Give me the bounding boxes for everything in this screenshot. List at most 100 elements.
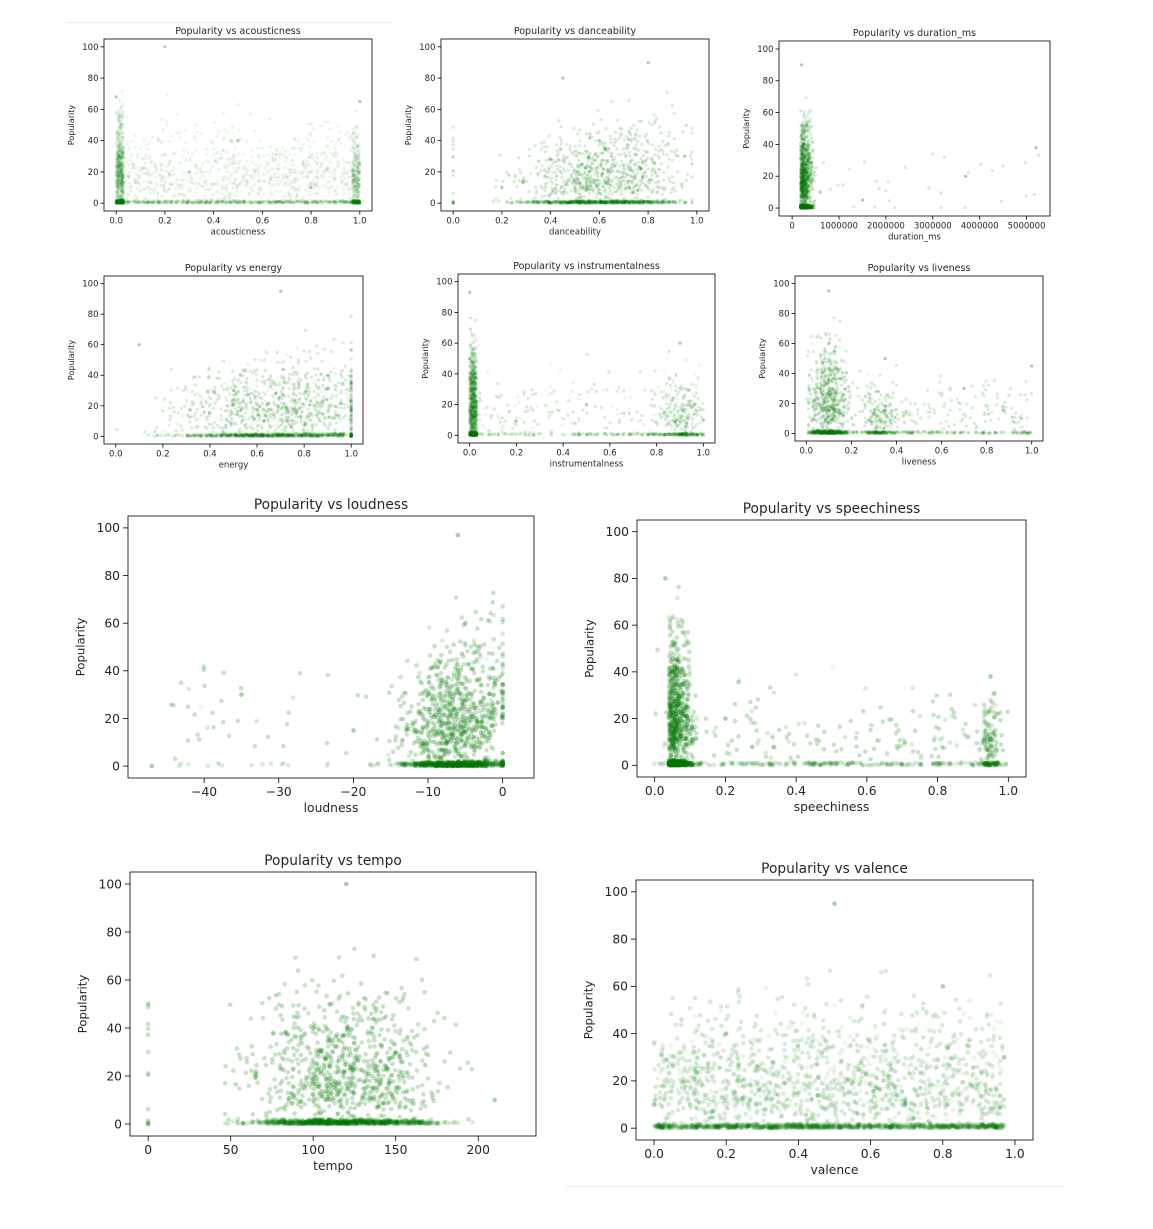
scatter-point <box>646 196 649 199</box>
scatter-point <box>356 180 359 183</box>
scatter-point <box>303 200 306 203</box>
scatter-point <box>358 100 361 103</box>
scatter-point <box>161 195 164 198</box>
scatter-point <box>349 149 352 152</box>
scatter-point <box>195 166 198 169</box>
scatter-point <box>315 151 318 154</box>
scatter-point <box>341 187 344 190</box>
scatter-point <box>184 159 187 162</box>
scatter-point <box>160 141 163 144</box>
scatter-point <box>148 142 151 145</box>
scatter-point <box>628 151 631 154</box>
scatter-point <box>343 168 346 171</box>
scatter-point <box>212 153 215 156</box>
scatter-point <box>130 189 133 192</box>
scatter-point <box>308 139 311 142</box>
scatter-point <box>349 165 352 168</box>
scatter-point <box>569 174 572 177</box>
scatter-point <box>343 177 346 180</box>
scatter-point <box>289 168 292 171</box>
scatter-point <box>164 169 167 172</box>
scatter-point <box>251 161 254 164</box>
scatter-point <box>156 192 159 195</box>
scatter-point <box>263 180 266 183</box>
scatter-point <box>169 182 172 185</box>
scatter-point <box>188 186 191 189</box>
scatter-point <box>198 183 201 186</box>
scatter-point <box>262 173 265 176</box>
scatter-point <box>201 185 204 188</box>
scatter-point <box>236 139 239 142</box>
y-tick-label: 60 <box>88 105 99 115</box>
scatter-point <box>268 117 271 120</box>
scatter-point <box>251 155 254 158</box>
scatter-point <box>130 140 133 143</box>
scatter-point <box>195 172 198 175</box>
scatter-point <box>144 153 147 156</box>
scatter-point <box>329 127 332 130</box>
scatter-point <box>115 112 118 115</box>
scatter-point <box>356 174 359 177</box>
scatter-point <box>342 192 345 195</box>
scatter-point <box>149 180 152 183</box>
scatter-point <box>168 176 171 179</box>
scatter-point <box>319 152 322 155</box>
scatter-point <box>318 166 321 169</box>
scatter-point <box>288 162 291 165</box>
scatter-point <box>176 131 179 134</box>
scatter-point <box>358 183 361 186</box>
scatter-point <box>647 167 650 170</box>
scatter-point <box>671 104 674 107</box>
scatter-point <box>201 171 204 174</box>
scatter-point <box>542 140 545 143</box>
scatter-point <box>243 174 246 177</box>
scatter-point <box>120 200 123 203</box>
scatter-point <box>328 171 331 174</box>
scatter-point <box>126 142 129 145</box>
scatter-point <box>174 187 177 190</box>
scatter-point <box>291 159 294 162</box>
scatter-point <box>300 201 303 204</box>
scatter-point <box>136 187 139 190</box>
scatter-point <box>245 184 248 187</box>
scatter-point <box>115 173 118 176</box>
scatter-point <box>273 201 276 204</box>
scatter-point <box>316 181 319 184</box>
scatter-point <box>268 175 271 178</box>
scatter-point <box>232 182 235 185</box>
scatter-point <box>574 149 577 152</box>
scatter-point <box>604 127 607 130</box>
x-tick-label: 0.6 <box>256 217 270 227</box>
scatter-point <box>314 184 317 187</box>
scatter-point <box>345 200 348 203</box>
scatter-point <box>325 185 328 188</box>
scatter-point <box>295 177 298 180</box>
scatter-point <box>588 192 591 195</box>
scatter-point <box>253 163 256 166</box>
scatter-point <box>194 191 197 194</box>
scatter-point <box>302 160 305 163</box>
scatter-point <box>357 133 360 136</box>
scatter-point <box>257 174 260 177</box>
scatter-point <box>340 182 343 185</box>
scatter-point <box>626 147 629 150</box>
scatter-point <box>578 128 581 131</box>
scatter-point <box>148 155 151 158</box>
scatter-point <box>277 163 280 166</box>
scatter-point <box>121 110 124 113</box>
scatter-point <box>127 171 130 174</box>
y-tick-label: 40 <box>88 137 99 147</box>
scatter-point <box>136 178 139 181</box>
scatter-point <box>272 158 275 161</box>
scatter-point <box>118 120 121 123</box>
scatter-point <box>141 157 144 160</box>
scatter-point <box>226 158 229 161</box>
scatter-point <box>115 195 118 198</box>
scatter-point <box>162 188 165 191</box>
chart-panel: 0.0 0.2 0.4 0.6 0.8 1.0020406080100Popularity… <box>404 26 709 238</box>
scatter-point <box>151 160 154 163</box>
scatter-point <box>331 172 334 175</box>
scatter-point <box>315 192 318 195</box>
scatter-point <box>289 153 292 156</box>
scatter-point <box>116 131 119 134</box>
